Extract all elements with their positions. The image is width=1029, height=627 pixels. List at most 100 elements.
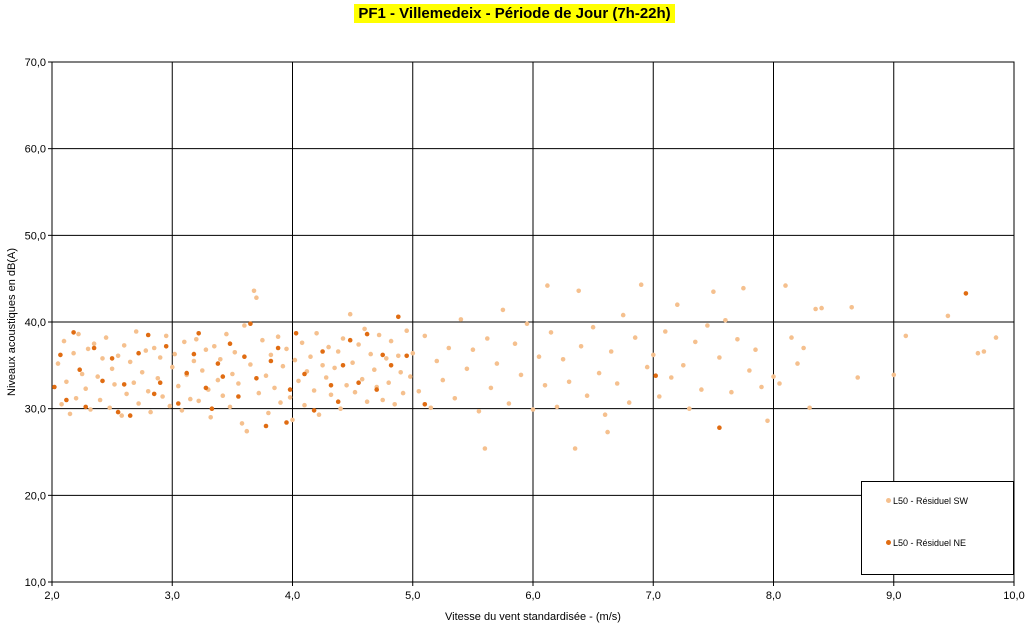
- legend: L50 - Résiduel SW L50 - Résiduel NE: [861, 481, 1014, 575]
- data-point: [203, 347, 209, 353]
- data-point: [215, 361, 221, 366]
- data-point: [139, 370, 145, 375]
- data-point: [61, 338, 67, 344]
- data-point: [566, 379, 572, 385]
- data-point: [59, 402, 64, 407]
- data-point: [855, 375, 860, 380]
- data-point: [266, 410, 271, 416]
- data-point: [328, 383, 334, 388]
- data-point: [518, 372, 524, 378]
- data-point: [340, 363, 346, 368]
- data-point: [263, 373, 269, 379]
- data-point: [179, 408, 185, 413]
- data-point: [372, 367, 377, 373]
- data-point: [121, 343, 127, 348]
- data-point: [384, 356, 389, 361]
- data-point: [284, 346, 289, 352]
- data-point: [203, 385, 209, 391]
- data-point: [388, 363, 394, 368]
- data-point: [182, 339, 187, 345]
- data-point: [723, 318, 728, 323]
- data-point: [151, 391, 157, 397]
- data-point: [801, 345, 806, 351]
- data-point: [651, 352, 656, 358]
- data-point: [293, 331, 299, 336]
- data-point: [584, 393, 590, 399]
- data-point: [73, 396, 79, 401]
- data-point: [268, 352, 274, 358]
- data-point: [268, 358, 274, 364]
- data-point: [777, 381, 782, 386]
- data-point: [422, 333, 428, 339]
- x-axis-title: Vitesse du vent standardisée - (m/s): [445, 611, 621, 623]
- data-point: [545, 283, 550, 288]
- data-point: [100, 378, 105, 384]
- data-point: [605, 429, 610, 435]
- data-point: [711, 289, 716, 295]
- series-sw: [55, 282, 999, 451]
- data-point: [83, 404, 88, 410]
- x-tick-label: 10,0: [1003, 590, 1024, 602]
- data-point: [396, 353, 401, 359]
- data-point: [352, 389, 358, 395]
- data-point: [663, 329, 668, 334]
- data-point: [91, 341, 97, 347]
- data-point: [470, 347, 476, 353]
- data-point: [530, 407, 536, 412]
- legend-label-ne: L50 - Résiduel NE: [893, 538, 967, 548]
- data-point: [71, 330, 76, 335]
- data-point: [244, 428, 250, 434]
- data-point: [408, 374, 413, 379]
- data-point: [83, 386, 88, 392]
- data-point: [208, 415, 213, 420]
- data-point: [632, 335, 638, 340]
- data-point: [215, 377, 221, 383]
- data-point: [376, 332, 382, 338]
- data-point: [524, 321, 530, 327]
- data-point: [328, 392, 334, 398]
- data-point: [963, 291, 969, 296]
- data-point: [127, 413, 133, 418]
- y-tick-label: 10,0: [25, 577, 46, 589]
- data-point: [133, 329, 139, 334]
- legend-item-ne: L50 - Résiduel NE: [886, 537, 966, 549]
- data-point: [184, 370, 189, 376]
- data-point: [560, 357, 566, 362]
- data-point: [638, 282, 644, 288]
- data-point: [103, 335, 109, 340]
- data-point: [326, 344, 331, 350]
- data-point: [388, 338, 394, 344]
- data-point: [280, 363, 286, 369]
- grid-lines: [52, 62, 1014, 582]
- data-point: [392, 402, 398, 407]
- data-point: [67, 411, 73, 417]
- data-point: [717, 425, 722, 431]
- data-point: [681, 363, 686, 368]
- data-point: [278, 400, 283, 405]
- data-point: [400, 390, 406, 396]
- data-point: [302, 402, 307, 408]
- data-point: [100, 356, 105, 361]
- data-point: [188, 396, 193, 402]
- data-point: [95, 374, 100, 379]
- series-ne: [52, 291, 969, 431]
- data-point: [356, 380, 361, 386]
- data-point: [347, 311, 353, 317]
- data-point: [614, 381, 620, 386]
- data-point: [626, 400, 632, 405]
- data-point: [398, 370, 404, 375]
- data-point: [131, 380, 137, 386]
- y-tick-label: 30,0: [25, 404, 46, 416]
- data-point: [359, 376, 365, 382]
- data-point: [191, 351, 197, 357]
- data-point: [608, 349, 614, 354]
- legend-label-sw: L50 - Résiduel SW: [893, 496, 969, 506]
- data-point: [191, 358, 197, 364]
- data-point: [332, 365, 337, 371]
- data-point: [314, 331, 319, 336]
- data-point: [458, 317, 464, 322]
- data-point: [308, 354, 313, 360]
- data-point: [163, 344, 169, 349]
- data-point: [596, 370, 602, 376]
- data-point: [79, 371, 85, 377]
